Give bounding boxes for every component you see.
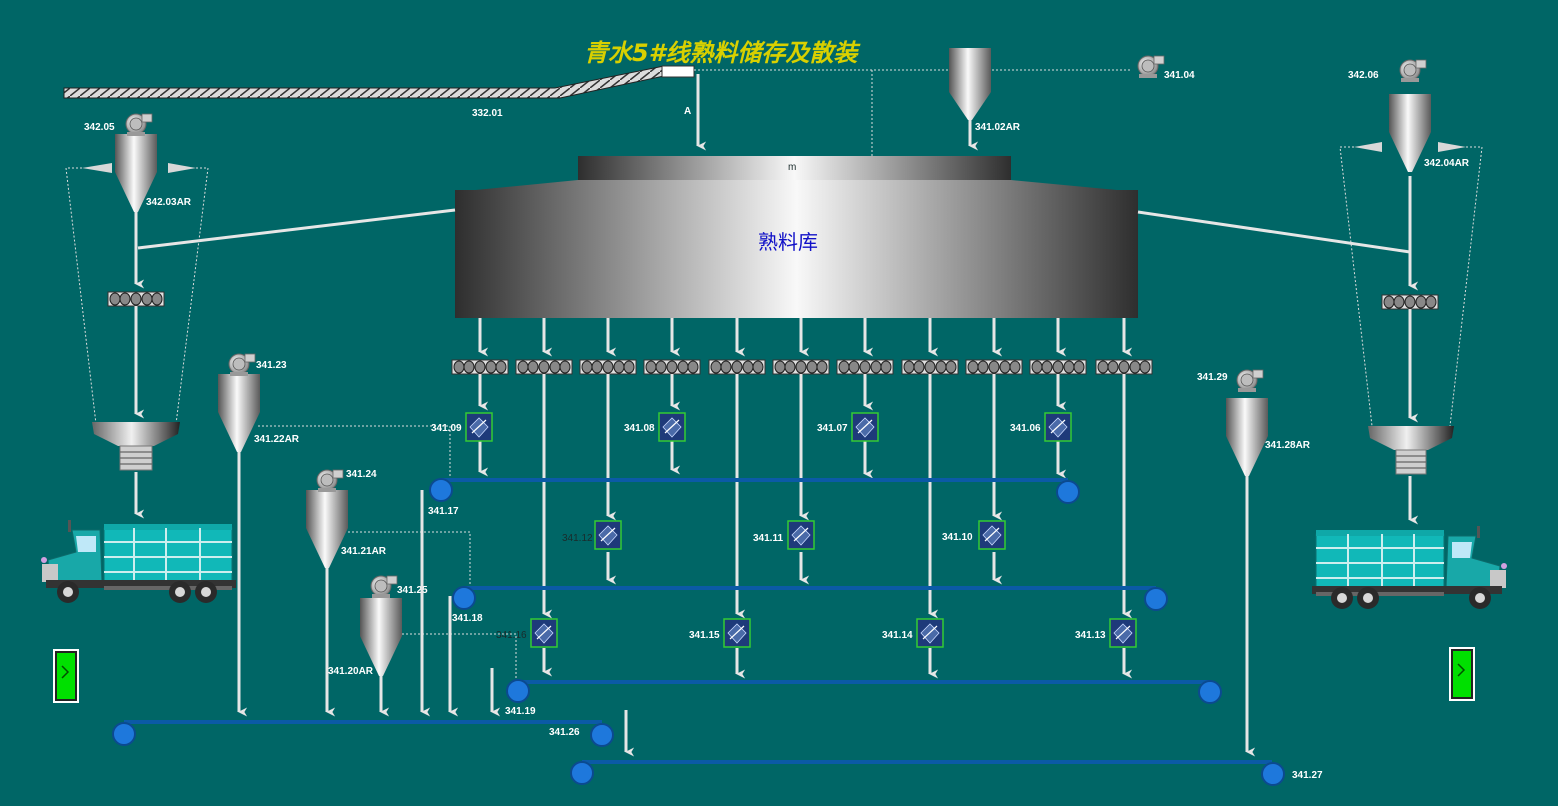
label-341-19: 341.19 [505, 706, 536, 717]
label-341-07: 341.07 [817, 423, 848, 434]
label-341-06: 341.06 [1010, 423, 1041, 434]
label-341-12: 341.12 [562, 533, 593, 544]
feed-label-a: A [684, 106, 691, 117]
gate-341-12[interactable] [594, 520, 622, 550]
label-341-09: 341.09 [431, 423, 462, 434]
gate-341-14[interactable] [916, 618, 944, 648]
gate-341-07[interactable] [851, 412, 879, 442]
status-indicator-left[interactable] [53, 649, 79, 703]
incline-conveyor[interactable] [63, 65, 665, 99]
dust-lines-left [65, 167, 209, 425]
label-341-26: 341.26 [549, 727, 580, 738]
label-341-22ar: 341.22AR [254, 434, 300, 445]
label-342-03ar: 342.03AR [146, 197, 192, 208]
label-341-02ar: 341.02AR [975, 122, 1021, 133]
screw-right[interactable] [1381, 294, 1439, 310]
dust-collector-341-20ar[interactable] [360, 598, 402, 676]
screw-discharge-pipes [478, 374, 1133, 679]
label-341-04: 341.04 [1164, 70, 1195, 81]
label-341-28ar: 341.28AR [1265, 440, 1311, 451]
fan-342-05[interactable] [125, 113, 153, 137]
screw-left[interactable] [107, 291, 165, 307]
label-341-17: 341.17 [428, 506, 459, 517]
gate-341-15[interactable] [723, 618, 751, 648]
label-341-21ar: 341.21AR [341, 546, 387, 557]
gate-341-06[interactable] [1044, 412, 1072, 442]
label-342-05: 342.05 [84, 122, 115, 133]
fan-341-25[interactable] [370, 575, 398, 599]
gate-341-16[interactable] [530, 618, 558, 648]
silo-top-mark: m [788, 162, 796, 173]
gate-341-10[interactable] [978, 520, 1006, 550]
gate-341-08[interactable] [658, 412, 686, 442]
label-341-20ar: 341.20AR [328, 666, 374, 677]
label-341-14: 341.14 [882, 630, 913, 641]
label-342-04ar: 342.04AR [1424, 158, 1470, 169]
fan-341-24[interactable] [316, 469, 344, 493]
label-341-11: 341.11 [753, 533, 783, 544]
fan-342-06[interactable] [1399, 59, 1427, 83]
fan-nozzles-right [1354, 142, 1466, 152]
silo-supports [137, 208, 1411, 254]
truck-right[interactable] [1311, 525, 1508, 610]
loading-spout-left[interactable] [92, 422, 180, 471]
hopper-341-02ar[interactable] [949, 48, 991, 120]
gate-341-09[interactable] [465, 412, 493, 442]
belt-341-27[interactable] [570, 760, 1285, 786]
label-342-06: 342.06 [1348, 70, 1379, 81]
truck-left[interactable] [40, 519, 237, 604]
silo-discharge-pipes [478, 318, 1133, 357]
belt-341-17[interactable] [429, 478, 1080, 504]
gate-341-11[interactable] [787, 520, 815, 550]
label-341-29: 341.29 [1197, 372, 1228, 383]
loading-spout-right[interactable] [1368, 426, 1454, 475]
gate-341-13[interactable] [1109, 618, 1137, 648]
label-332-01: 332.01 [472, 108, 503, 119]
dust-lines-top [694, 69, 1132, 156]
belt-341-26[interactable] [112, 720, 614, 747]
dust-collector-341-28ar[interactable] [1226, 398, 1268, 476]
label-341-27: 341.27 [1292, 770, 1323, 781]
label-341-13: 341.13 [1075, 630, 1106, 641]
label-341-16: 341.16 [496, 630, 527, 641]
label-341-18: 341.18 [452, 613, 483, 624]
transfer-pipes [420, 490, 635, 757]
label-341-15: 341.15 [689, 630, 720, 641]
clinker-silo[interactable] [455, 156, 1138, 318]
belt-341-19[interactable] [506, 679, 1222, 704]
label-341-08: 341.08 [624, 423, 655, 434]
conveyor-head [661, 65, 695, 78]
fan-nozzles-left [82, 163, 196, 173]
label-341-24: 341.24 [346, 469, 377, 480]
silo-screw-feeders[interactable] [451, 359, 1153, 375]
fan-341-23[interactable] [228, 353, 256, 377]
silo-label: 熟料库 [758, 230, 818, 254]
fan-341-29[interactable] [1236, 369, 1264, 393]
fan-341-04[interactable] [1137, 55, 1165, 79]
status-indicator-right[interactable] [1449, 647, 1475, 701]
label-341-10: 341.10 [942, 532, 973, 543]
label-341-25: 341.25 [397, 585, 428, 596]
belt-341-18[interactable] [452, 586, 1168, 611]
dust-lines-lower [258, 425, 517, 678]
label-341-23: 341.23 [256, 360, 287, 371]
dust-lines-right [1339, 146, 1483, 427]
screen-title: 青水5#线熟料储存及散装 [584, 39, 861, 67]
